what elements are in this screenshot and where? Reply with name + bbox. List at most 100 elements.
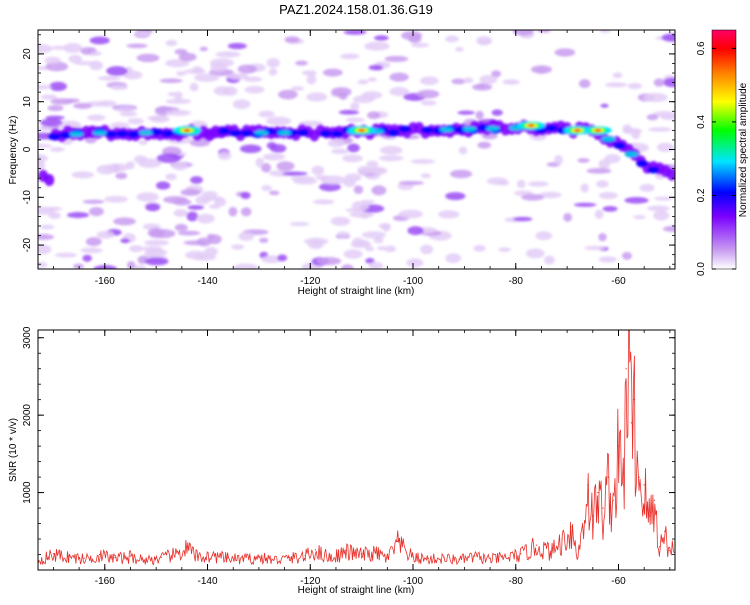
snr-point [114,557,116,559]
bottom-x-axis-label: Height of straight line (km) [298,585,415,596]
noise-blob [165,109,192,116]
x-tick-label: -160 [95,276,115,287]
y-tick-label: -20 [22,237,33,252]
noise-blob [58,120,82,130]
noise-blob [360,211,370,219]
noise-blob [255,157,264,168]
noise-blob [660,114,675,121]
noise-blob [661,33,675,42]
noise-blob [406,258,424,268]
noise-blob [149,115,170,123]
noise-blob [306,74,317,85]
band-cell [44,174,55,187]
band-cell [319,130,332,138]
noise-blob [163,196,188,204]
noise-blob [289,221,310,227]
noise-blob [612,72,623,79]
noise-blob [654,196,674,201]
x-tick-label: -80 [509,276,524,287]
x-tick-label: -80 [509,576,524,587]
noise-blob [126,43,148,49]
noise-blob [262,153,286,161]
noise-blob [38,44,53,54]
y-tick-label: 1000 [22,481,33,504]
band-cell [59,131,72,139]
noise-blob [312,199,335,205]
band-cell [297,129,310,137]
noise-blob [240,191,251,200]
band-cell [240,129,253,137]
noise-blob [266,57,280,68]
noise-blob [420,244,434,255]
noise-blob [338,109,360,115]
noise-blob [243,76,263,82]
noise-blob [398,209,423,219]
noise-blob [342,154,363,163]
noise-blob [45,61,69,72]
noise-blob [384,55,409,63]
noise-blob [539,191,562,199]
noise-blob [98,100,117,107]
noise-blob [96,230,115,239]
noise-blob [136,53,160,63]
noise-blob [290,86,305,91]
noise-blob [577,158,590,163]
snr-point [623,484,625,486]
y-tick-label: 20 [22,48,33,60]
colorbar-tick-label: 0.0 [696,262,707,276]
noise-blob [306,92,328,102]
band-cell [116,130,129,138]
noise-blob [318,182,341,192]
noise-blob [269,190,280,196]
noise-blob [167,92,177,97]
noise-blob [90,51,102,56]
snr-point [474,555,476,557]
noise-blob [282,171,308,176]
noise-blob [295,60,308,66]
snr-point [571,526,573,528]
band-cell [647,166,660,174]
noise-blob [598,191,618,200]
snr-line-layer [38,330,675,566]
noise-blob [491,70,502,78]
noise-blob [377,245,387,251]
snr-point [551,550,553,552]
noise-blob [598,159,611,169]
noise-blob [173,209,188,217]
noise-blob [240,207,252,217]
noise-blob [38,84,52,90]
band-cell [439,127,454,133]
noise-blob [374,35,389,41]
noise-blob [331,148,349,155]
noise-blob [445,253,462,264]
noise-blob [87,114,106,121]
snr-point [160,557,162,559]
noise-blob [420,76,439,86]
noise-blob [622,124,632,134]
noise-blob [40,224,55,230]
noise-blob [458,146,468,155]
bottom-y-axis-label: SNR (10 * v/v) [8,418,19,482]
noise-blob [408,34,422,44]
noise-blob [232,263,259,269]
noise-blob [525,248,545,259]
band-cell [229,129,242,137]
x-tick-label: -160 [95,576,115,587]
snr-point [129,555,132,557]
noise-blob [105,163,130,172]
noise-blob [316,257,342,266]
noise-blob [598,256,617,263]
noise-blob [106,66,128,76]
noise-blob [104,195,128,203]
noise-blob [662,225,675,232]
noise-blob [47,105,64,112]
noise-blob [368,64,383,71]
top-x-axis: -160 -140 -120 -100 -80 -60 [53,30,671,287]
noise-blob [222,86,238,96]
noise-blob [496,181,510,186]
noise-blob [80,247,103,254]
noise-blob [554,48,576,57]
noise-blob [624,197,649,204]
noise-blob [244,85,265,94]
